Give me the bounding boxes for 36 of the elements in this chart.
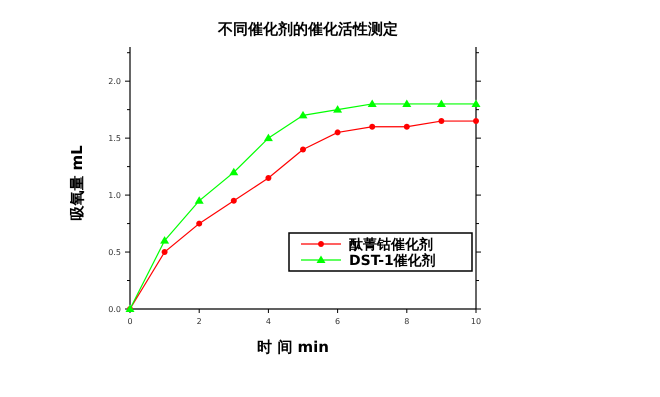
- x-tick-label: 0: [127, 317, 133, 326]
- point: [402, 99, 412, 107]
- point: [333, 105, 342, 113]
- legend-label: 酞菁钴催化剂: [349, 236, 433, 253]
- x-tick-label: 8: [404, 317, 410, 326]
- y-tick-label: 0.0: [108, 305, 121, 314]
- x-tick-label: 2: [196, 317, 202, 326]
- y-axis-title: 吸氧量 mL: [68, 144, 86, 221]
- point: [438, 118, 444, 124]
- legend-label: DST-1催化剂: [349, 252, 436, 269]
- point: [369, 124, 376, 130]
- x-tick-label: 4: [266, 317, 271, 326]
- point: [334, 129, 341, 136]
- point: [473, 118, 479, 124]
- point: [194, 196, 204, 204]
- x-tick-label: 6: [335, 317, 340, 326]
- point: [230, 198, 237, 204]
- point: [265, 175, 272, 181]
- point: [162, 249, 168, 256]
- point: [264, 134, 273, 142]
- point: [300, 146, 306, 153]
- point: [298, 110, 308, 118]
- point: [368, 99, 377, 107]
- point: [196, 220, 202, 227]
- y-tick-label: 0.5: [108, 248, 121, 258]
- point: [229, 168, 238, 176]
- y-tick-label: 2.0: [108, 77, 121, 86]
- point: [160, 236, 170, 244]
- y-tick-label: 1.0: [108, 191, 121, 200]
- x-tick-label: 10: [470, 317, 482, 326]
- chart-title: 不同催化剂的催化活性测定: [217, 20, 398, 38]
- point: [472, 99, 480, 107]
- x-axis-title: 时 间 min: [257, 338, 329, 356]
- point: [404, 124, 410, 130]
- y-tick-label: 1.5: [108, 134, 121, 144]
- point: [436, 99, 446, 107]
